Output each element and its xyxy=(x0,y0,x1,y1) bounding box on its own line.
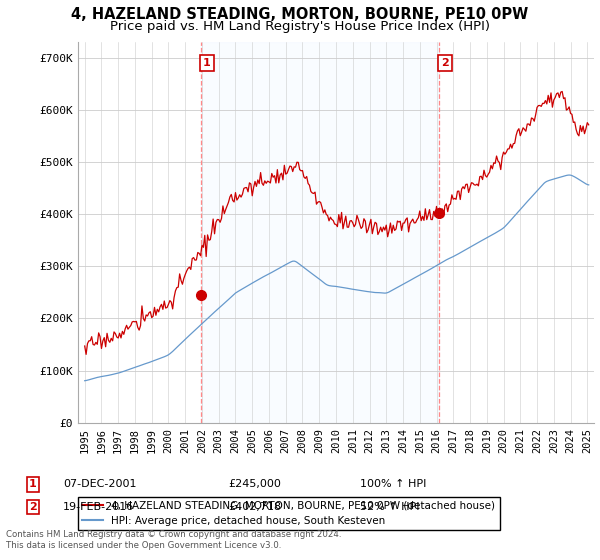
Text: 1: 1 xyxy=(29,479,37,489)
Text: 4, HAZELAND STEADING, MORTON, BOURNE, PE10 0PW: 4, HAZELAND STEADING, MORTON, BOURNE, PE… xyxy=(71,7,529,22)
Text: Contains HM Land Registry data © Crown copyright and database right 2024.: Contains HM Land Registry data © Crown c… xyxy=(6,530,341,539)
Text: Price paid vs. HM Land Registry's House Price Index (HPI): Price paid vs. HM Land Registry's House … xyxy=(110,20,490,32)
Bar xyxy=(200,42,439,423)
Text: 2: 2 xyxy=(441,58,449,68)
Text: £402,718: £402,718 xyxy=(228,502,281,512)
Text: 1: 1 xyxy=(203,58,211,68)
Text: £245,000: £245,000 xyxy=(228,479,281,489)
Text: 100% ↑ HPI: 100% ↑ HPI xyxy=(360,479,427,489)
Legend: 4, HAZELAND STEADING, MORTON, BOURNE, PE10 0PW (detached house), HPI: Average pr: 4, HAZELAND STEADING, MORTON, BOURNE, PE… xyxy=(78,497,500,530)
Text: 2: 2 xyxy=(29,502,37,512)
Text: This data is licensed under the Open Government Licence v3.0.: This data is licensed under the Open Gov… xyxy=(6,541,281,550)
Text: 52% ↑ HPI: 52% ↑ HPI xyxy=(360,502,419,512)
Text: 07-DEC-2001: 07-DEC-2001 xyxy=(63,479,137,489)
Text: 19-FEB-2016: 19-FEB-2016 xyxy=(63,502,134,512)
